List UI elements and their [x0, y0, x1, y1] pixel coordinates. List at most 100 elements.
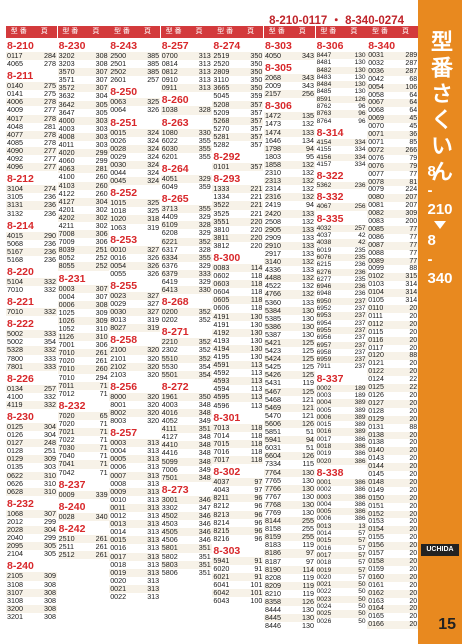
page-ref: 313 — [147, 575, 160, 585]
index-row: 0030 324 — [109, 160, 161, 170]
index-row: 4122 260 — [58, 189, 109, 198]
page-ref: 71 — [99, 435, 108, 445]
index-row: 4037 42 — [316, 232, 367, 239]
page-ref: 333 — [44, 361, 56, 371]
model-number: 6215 — [316, 261, 332, 269]
index-row: 4006 278 — [6, 98, 57, 107]
page-ref: 235 — [354, 253, 366, 261]
page-ref: 299 — [95, 148, 108, 158]
page-ref: 327 — [147, 244, 160, 254]
page-ref: 20 — [409, 344, 418, 352]
page-ref: 313 — [147, 470, 160, 480]
index-row: 7017 118 — [212, 455, 264, 465]
model-number: 1646 — [265, 135, 281, 145]
model-number: 5099 — [161, 456, 178, 466]
model-number: 0150 — [368, 494, 384, 502]
model-number: 5802 — [161, 551, 178, 561]
model-number: 0069 — [368, 115, 384, 123]
index-row: 6604 126 — [264, 452, 315, 461]
index-row: 0700 313 — [160, 51, 212, 61]
page-ref: 343 — [302, 73, 314, 83]
model-number: 0031 — [368, 52, 384, 59]
index-row: 4336 133 — [264, 266, 315, 274]
page-ref: 304 — [95, 196, 108, 206]
page-ref: 313 — [147, 446, 160, 456]
page-ref: 88 — [409, 352, 418, 360]
page-ref: 22 — [409, 384, 418, 392]
index-row: 4522 132 — [264, 282, 315, 290]
index-row: 2302 352 — [161, 346, 212, 354]
index-row: 0016 313 — [109, 544, 160, 552]
index-row: 0005 389 — [316, 407, 367, 414]
model-number: 3108 — [7, 595, 23, 605]
index-row: 8027 319 — [109, 324, 161, 333]
model-number: 7022 — [58, 435, 75, 445]
page-ref: 329 — [198, 260, 211, 270]
model-number: 0143 — [368, 455, 384, 463]
model-number: 7020 — [58, 356, 75, 366]
model-number: 0015 — [110, 127, 127, 137]
model-number: 4191 — [213, 319, 230, 329]
model-number: 7010 — [58, 348, 75, 358]
page-ref: 130 — [302, 483, 314, 493]
model-number: 7008 — [58, 229, 75, 239]
model-number: 4410 — [161, 440, 178, 450]
page-ref: 57 — [358, 537, 366, 545]
index-row: 8445 130 — [264, 614, 315, 623]
model-number: 0009 — [110, 486, 127, 496]
index-row: 0089 77 — [367, 257, 419, 266]
model-group-heading: 8-300 — [213, 251, 241, 264]
model-number: 0071 — [368, 138, 384, 146]
page-ref: 71 — [99, 418, 108, 428]
model-number: 0083 — [368, 218, 384, 226]
index-row: 6946 236 — [315, 283, 367, 291]
model-number: 2012 — [7, 516, 23, 526]
index-row: 2210 352 — [160, 338, 212, 347]
index-row: 1068 307 — [6, 509, 57, 518]
index-row: 4077 278 — [6, 130, 57, 139]
index-row: 0067 64 — [367, 99, 419, 108]
index-row: 4100 332 — [6, 392, 57, 401]
index-row: 6952 237 — [316, 305, 367, 312]
model-number: 4048 — [7, 121, 23, 131]
index-row: 5801 351 — [160, 544, 212, 553]
model-number: 0025 — [316, 610, 332, 618]
index-column: 型 番頁 8-210 0117 284 4065 278 8-211 0140 275 0141 2… — [6, 26, 57, 621]
model-number: 8483 — [316, 73, 332, 81]
model-number: 1333 — [213, 184, 230, 194]
page-ref: 350 — [250, 67, 263, 77]
model-number: 4051 — [161, 173, 178, 183]
page-ref: 94 — [306, 143, 314, 153]
page-ref: 130 — [302, 491, 314, 501]
model-number: 0164 — [368, 605, 384, 613]
page-ref: 97 — [254, 485, 263, 495]
model-number: 3812 — [213, 240, 230, 250]
index-row: 0078 81 — [367, 178, 419, 187]
index-row: 0604 118 — [212, 288, 263, 296]
index-row: 7766 130 — [264, 483, 315, 493]
model-number: 0079 — [368, 186, 384, 194]
index-row: 0022 50 — [316, 588, 367, 595]
model-number: 0158 — [368, 558, 384, 565]
model-number: 0138 — [368, 431, 384, 439]
model-number: 4011 — [58, 140, 75, 150]
page-ref: 132 — [302, 176, 314, 186]
index-row: 4194 130 — [212, 344, 264, 353]
page-ref: 236 — [44, 200, 56, 210]
page-ref: 313 — [147, 543, 160, 553]
index-row: 0083 200 — [367, 218, 418, 226]
page-ref: 389 — [354, 428, 366, 436]
index-row: 7769 130 — [264, 508, 315, 517]
index-row: 4416 348 — [161, 449, 212, 457]
model-number: 8215 — [213, 525, 230, 535]
model-number: 0004 — [58, 291, 75, 301]
page-ref: 308 — [44, 595, 56, 605]
model-number: 0087 — [368, 241, 384, 249]
page-ref: 304 — [44, 525, 56, 535]
page-ref: 349 — [198, 464, 211, 474]
index-row: 4155 334 — [316, 146, 367, 153]
model-number: 4067 — [316, 203, 332, 211]
model-group-heading: 8-268 — [161, 296, 189, 309]
page-ref: 302 — [95, 204, 108, 214]
page-ref: 313 — [147, 502, 160, 512]
